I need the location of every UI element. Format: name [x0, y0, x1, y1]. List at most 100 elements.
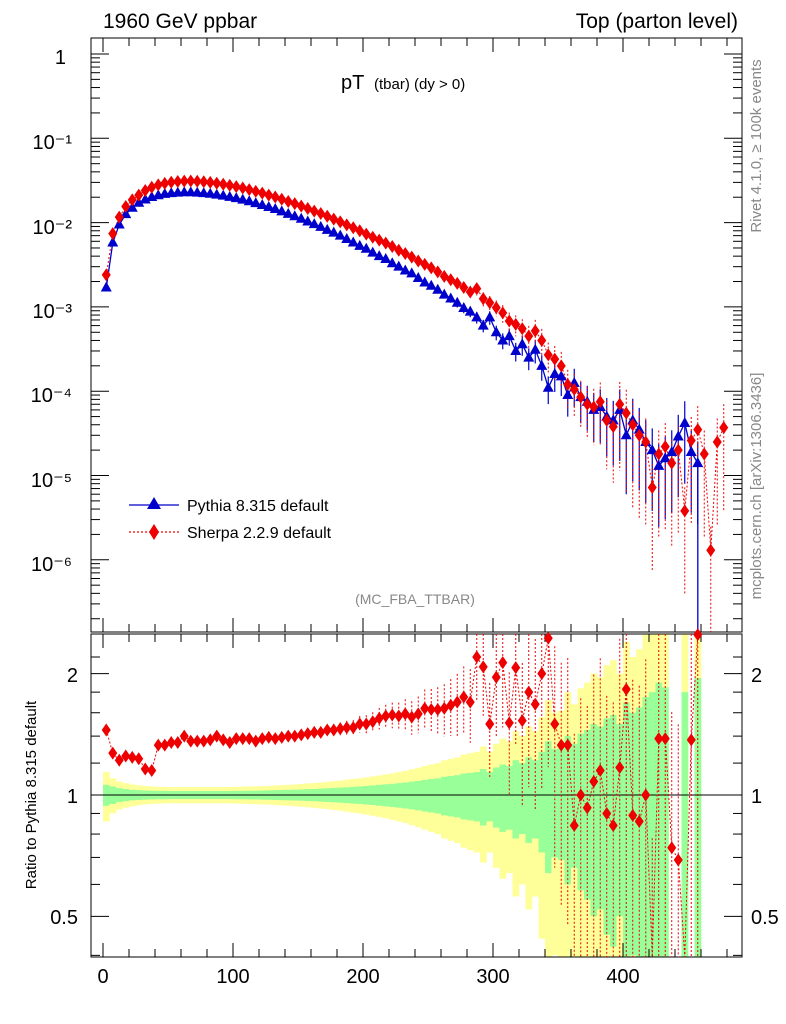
sherpa-point [602, 413, 612, 427]
pythia-point [419, 276, 431, 287]
pythia-point [607, 414, 619, 425]
pythia-point [334, 229, 346, 240]
ratio-point [459, 690, 469, 704]
ratio-point [452, 695, 462, 709]
sherpa-point [472, 282, 482, 296]
pythia-point [620, 429, 632, 440]
axis-ticks [91, 38, 742, 957]
sherpa-point [205, 175, 215, 189]
pythia-point [289, 210, 301, 221]
pythia-point [471, 311, 483, 322]
band-inner [421, 779, 429, 812]
pythia-point [133, 196, 145, 207]
sherpa-point [426, 261, 436, 275]
y-tick-label: 10⁻⁵ [31, 470, 72, 492]
pythia-point [542, 381, 554, 392]
sherpa-point [524, 329, 534, 343]
sherpa-point [589, 400, 599, 414]
ratio-point [413, 707, 423, 721]
ratio-point [101, 723, 111, 737]
ratio-axis-label: Ratio to Pythia 8.315 default [23, 700, 40, 889]
sherpa-point [569, 382, 579, 396]
pythia-point [204, 187, 216, 198]
sherpa-point [719, 421, 729, 435]
pythia-point [230, 192, 242, 203]
ratio-point [244, 732, 254, 746]
ratio-point [199, 734, 209, 748]
ratio-points [101, 628, 703, 958]
band-inner [694, 678, 702, 957]
pythia-point [295, 212, 307, 223]
pythia-point [380, 253, 392, 264]
sherpa-point [121, 200, 131, 214]
pythia-point [282, 207, 294, 218]
pythia-point [666, 446, 678, 457]
sherpa-point [199, 175, 209, 189]
sherpa-point [134, 188, 144, 202]
ratio-point [524, 685, 534, 699]
sherpa-point [153, 178, 163, 192]
band-inner [512, 760, 520, 839]
pythia-point [555, 370, 567, 381]
sherpa-point [576, 390, 586, 404]
band-inner [545, 741, 552, 874]
ratio-point [270, 732, 280, 746]
pythia-point [653, 459, 665, 470]
ratio-point [673, 853, 683, 867]
pythia-point [484, 311, 496, 322]
band-inner [525, 757, 533, 844]
legend-sherpa-marker [149, 524, 159, 540]
ratio-point [563, 738, 573, 752]
ratio-point [621, 682, 631, 696]
ratio-point [550, 717, 560, 731]
sherpa-point [712, 435, 722, 449]
sherpa-point [498, 306, 508, 320]
sherpa-point [342, 218, 352, 232]
pythia-point [679, 416, 691, 427]
pythia-series-line [105, 191, 699, 632]
pythia-point [412, 272, 424, 283]
main-panel-frame [90, 37, 743, 633]
sherpa-point [693, 423, 703, 437]
ratio-point [387, 708, 397, 722]
pythia-point [341, 232, 353, 243]
sherpa-point [316, 207, 326, 221]
band-inner [629, 712, 637, 956]
pythia-point [211, 188, 223, 199]
sherpa-point [699, 447, 709, 461]
sherpa-point [641, 435, 651, 449]
sherpa-point [108, 227, 118, 241]
ratio-point [134, 752, 144, 766]
band-inner [506, 766, 513, 830]
pythia-point [373, 250, 385, 261]
ratio-point [160, 738, 170, 752]
sherpa-point [101, 268, 111, 282]
pythia-point [120, 208, 132, 219]
pythia-point [386, 257, 398, 268]
y-tick-label: 10⁻⁴ [31, 385, 72, 407]
ratio-point [153, 738, 163, 752]
sherpa-point [179, 174, 189, 188]
pythia-point [224, 190, 236, 201]
sherpa-point [654, 447, 664, 461]
plot-title-sub: (tbar) (dy > 0) [374, 76, 465, 93]
ratio-point [693, 628, 703, 642]
band-inner [447, 775, 455, 817]
y-tick-label: 1 [55, 47, 66, 69]
band-inner [480, 769, 487, 826]
ratio-point [465, 695, 475, 709]
band-inner [642, 697, 650, 957]
sherpa-point [270, 190, 280, 204]
pythia-point [464, 305, 476, 316]
sherpa-point [186, 174, 196, 188]
ratio-point [218, 733, 228, 747]
pythia-point [549, 367, 561, 378]
sherpa-point [368, 230, 378, 244]
sherpa-point [296, 199, 306, 213]
pythia-point [399, 264, 411, 275]
sherpa-point [550, 352, 560, 366]
sherpa-point [511, 317, 521, 331]
pythia-point [328, 226, 340, 237]
pythia-point [217, 189, 229, 200]
